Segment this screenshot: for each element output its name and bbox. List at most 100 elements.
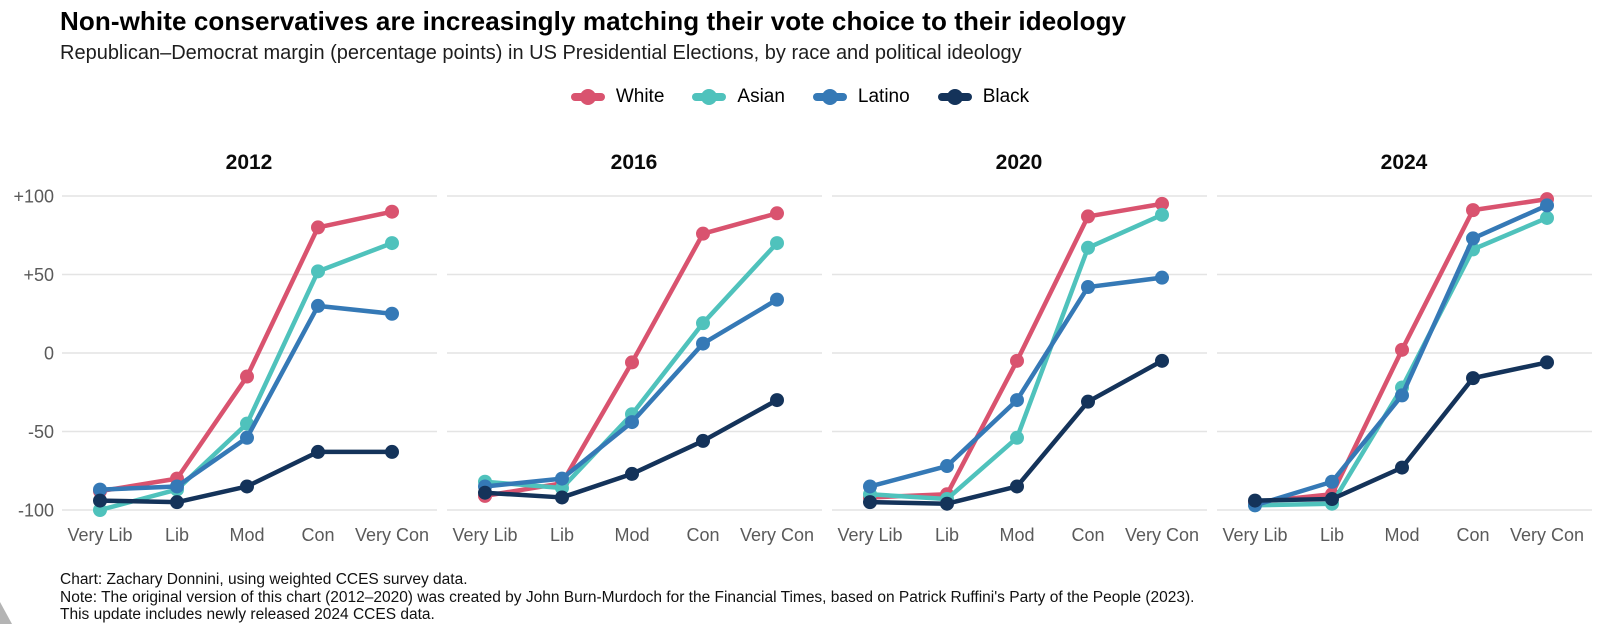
line-white-2012 [97,209,395,494]
footer-update: This update includes newly released 2024… [60,606,435,623]
point-latino-2012-2 [240,430,254,445]
point-asian-2020-3 [1081,240,1095,255]
line-black-2012 [97,449,395,505]
x-tick-label: Very Lib [1222,525,1287,545]
y-tick-label: +50 [23,265,54,285]
point-black-2020-0 [863,495,877,510]
point-black-2016-4 [770,393,784,408]
x-tick-label: Very Lib [67,525,132,545]
panel-title-2024: 2024 [1381,151,1428,174]
point-latino-2020-1 [940,459,954,474]
point-latino-2012-4 [385,306,399,321]
point-latino-2024-2 [1395,388,1409,403]
point-black-2024-3 [1466,371,1480,386]
point-white-2020-2 [1010,353,1024,368]
point-asian-2016-3 [696,316,710,331]
x-tick-label: Very Con [1510,525,1584,545]
legend-dot-icon [946,89,963,105]
point-black-2016-3 [696,433,710,448]
x-tick-label: Lib [550,525,574,545]
point-latino-2016-1 [555,471,569,486]
panel-title-2012: 2012 [226,151,273,174]
point-latino-2012-0 [93,482,107,497]
panel-title-2020: 2020 [996,151,1043,174]
y-tick-label: +100 [13,187,54,207]
point-latino-2016-3 [696,336,710,351]
point-black-2012-0 [93,493,107,508]
point-white-2024-3 [1466,203,1480,218]
point-black-2020-3 [1081,394,1095,409]
legend-label: White [615,86,665,107]
point-white-2024-2 [1395,342,1409,357]
x-tick-label: Con [1456,525,1489,545]
x-tick-label: Mod [1384,525,1419,545]
legend-label: Latino [857,86,910,107]
chart-title: Non-white conservatives are increasingly… [60,6,1127,36]
line-latino-2012 [97,303,395,492]
point-white-2020-3 [1081,209,1095,224]
x-tick-label: Con [301,525,334,545]
y-tick-label: -50 [28,422,54,442]
x-tick-label: Very Con [1125,525,1199,545]
point-black-2024-4 [1540,355,1554,370]
point-asian-2012-4 [385,236,399,251]
x-tick-label: Con [1071,525,1104,545]
legend: White Asian Latino Black [0,86,1600,108]
x-tick-label: Mod [229,525,264,545]
point-black-2016-1 [555,490,569,505]
point-latino-2024-4 [1540,198,1554,213]
chart-footer: Chart: Zachary Donnini, using weighted C… [60,571,1194,624]
point-latino-2024-1 [1325,474,1339,489]
legend-dot-icon [579,89,596,105]
x-tick-label: Lib [935,525,959,545]
point-latino-2020-0 [863,479,877,494]
point-latino-2020-4 [1155,270,1169,285]
legend-line-icon [692,89,727,105]
legend-label: Black [982,86,1030,107]
legend-line-icon [937,89,972,105]
point-white-2016-4 [770,206,784,221]
footer-credit: Chart: Zachary Donnini, using weighted C… [60,571,468,588]
x-tick-label: Lib [165,525,189,545]
point-white-2012-4 [385,204,399,219]
chart-subtitle: Republican–Democrat margin (percentage p… [60,42,1022,64]
x-tick-label: Mod [999,525,1034,545]
footer-note: Note: The original version of this chart… [60,588,1195,606]
legend-label: Asian [737,86,785,107]
legend-line-icon [570,89,605,105]
x-tick-label: Very Lib [837,525,902,545]
point-latino-2020-3 [1081,280,1095,295]
point-black-2020-4 [1155,353,1169,368]
x-tick-label: Very Con [355,525,429,545]
x-tick-label: Very Con [740,525,814,545]
point-black-2024-0 [1248,493,1262,508]
point-black-2024-2 [1395,460,1409,475]
point-latino-2024-3 [1466,231,1480,246]
point-asian-2020-2 [1010,430,1024,445]
point-black-2024-1 [1325,492,1339,507]
point-black-2016-2 [625,466,639,481]
point-white-2016-3 [696,226,710,241]
point-latino-2020-2 [1010,393,1024,408]
legend-item-white: White [570,86,665,108]
legend-item-asian: Asian [692,86,785,108]
point-latino-2012-3 [311,298,325,313]
y-tick-label: -100 [18,501,54,521]
line-latino-2016 [482,297,780,489]
legend-line-icon [812,89,847,105]
line-white-2016 [482,211,780,499]
x-tick-label: Lib [1320,525,1344,545]
point-asian-2012-3 [311,264,325,279]
legend-item-black: Black [937,86,1030,108]
point-black-2020-1 [940,496,954,511]
point-white-2020-4 [1155,196,1169,211]
point-black-2012-3 [311,444,325,459]
y-tick-label: 0 [44,344,54,364]
point-asian-2020-4 [1155,207,1169,222]
panel-title-2016: 2016 [611,151,658,174]
point-asian-2024-4 [1540,210,1554,225]
legend-dot-icon [821,89,838,105]
point-black-2020-2 [1010,479,1024,494]
